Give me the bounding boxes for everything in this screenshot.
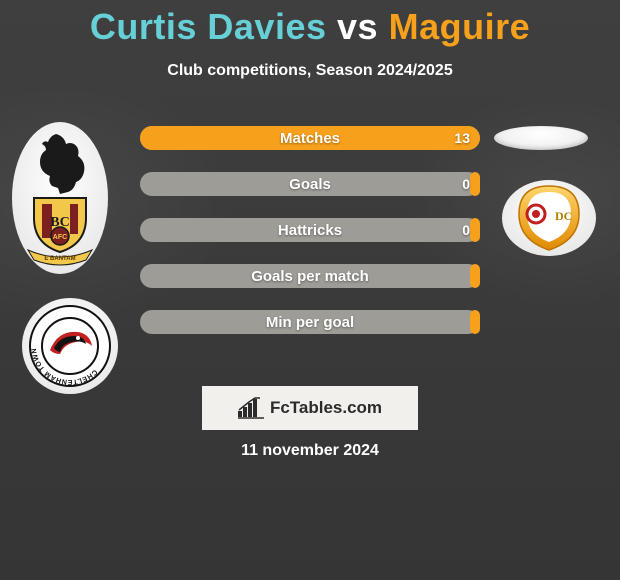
watermark-text: FcTables.com bbox=[270, 398, 382, 418]
bar-chart-icon bbox=[238, 397, 264, 419]
subtitle: Club competitions, Season 2024/2025 bbox=[0, 62, 620, 80]
title-vs: vs bbox=[337, 6, 378, 47]
stat-bar-row: Min per goal bbox=[140, 310, 480, 334]
stat-bars: Matches13Goals0Hattricks0Goals per match… bbox=[140, 126, 480, 356]
svg-text:E BANTAM: E BANTAM bbox=[44, 256, 75, 262]
club-crest-left-top: BC E BANTAM AFC bbox=[10, 120, 110, 276]
title-player-b: Maguire bbox=[389, 6, 531, 47]
bar-label: Hattricks bbox=[140, 218, 480, 242]
club-crest-right: DC bbox=[500, 178, 598, 258]
bar-label: Min per goal bbox=[140, 310, 480, 334]
svg-text:DC: DC bbox=[555, 209, 572, 223]
bar-label: Goals bbox=[140, 172, 480, 196]
stat-bar-row: Hattricks0 bbox=[140, 218, 480, 242]
stat-bar-row: Matches13 bbox=[140, 126, 480, 150]
bar-value-right: 0 bbox=[462, 218, 470, 242]
club-crest-left-bottom: CHELTENHAM TOWN FC bbox=[20, 296, 120, 396]
page-title: Curtis Davies vs Maguire bbox=[0, 6, 620, 48]
bar-value-right: 13 bbox=[454, 126, 470, 150]
title-player-a: Curtis Davies bbox=[90, 6, 327, 47]
stat-bar-row: Goals0 bbox=[140, 172, 480, 196]
watermark: FcTables.com bbox=[202, 386, 418, 430]
date-text: 11 november 2024 bbox=[0, 442, 620, 460]
blank-ellipse bbox=[494, 126, 588, 150]
stat-bar-row: Goals per match bbox=[140, 264, 480, 288]
bar-value-right: 0 bbox=[462, 172, 470, 196]
svg-text:AFC: AFC bbox=[53, 234, 67, 241]
bar-label: Matches bbox=[140, 126, 480, 150]
bar-label: Goals per match bbox=[140, 264, 480, 288]
